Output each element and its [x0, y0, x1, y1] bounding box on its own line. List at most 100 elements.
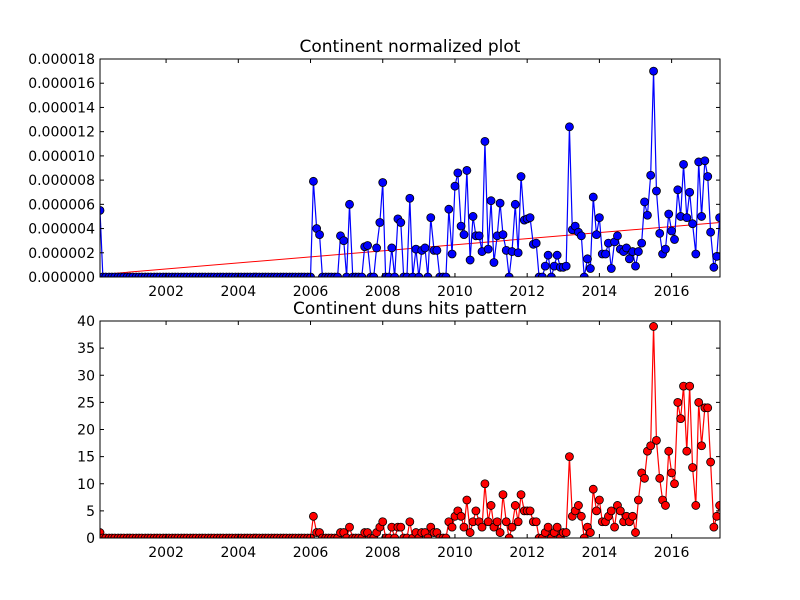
- data-point: [667, 226, 677, 236]
- data-point: [339, 236, 349, 246]
- y-tick-label: 35: [77, 341, 95, 357]
- data-point: [309, 511, 318, 521]
- data-point: [423, 533, 433, 538]
- data-point: [631, 528, 640, 537]
- data-point: [309, 176, 318, 186]
- data-point: [673, 397, 683, 407]
- data-point: [585, 528, 595, 537]
- data-point: [537, 272, 547, 277]
- data-point: [624, 254, 634, 264]
- data-point: [396, 522, 406, 532]
- y-tick-label: 0.000018: [28, 52, 95, 68]
- data-point: [685, 381, 695, 391]
- y-tick-label: 0.000012: [28, 125, 95, 141]
- y-tick-label: 20: [77, 423, 95, 439]
- data-point: [601, 249, 610, 259]
- x-tick-label: 2008: [365, 284, 401, 300]
- data-point: [546, 272, 556, 277]
- data-point: [495, 528, 505, 537]
- trend-line: [100, 222, 720, 276]
- data-point: [565, 452, 574, 462]
- data-point: [441, 533, 451, 538]
- data-point: [670, 235, 679, 244]
- data-point: [483, 244, 493, 254]
- data-point: [655, 473, 665, 483]
- data-point: [579, 272, 589, 277]
- data-point: [387, 243, 397, 253]
- data-point: [613, 231, 622, 241]
- data-point: [456, 221, 466, 231]
- y-tick-label: 0.000006: [28, 197, 95, 213]
- data-point: [670, 479, 679, 489]
- data-point: [543, 250, 553, 260]
- y-tick-label: 0.000002: [28, 246, 95, 262]
- data-point: [640, 197, 649, 207]
- data-point: [646, 441, 656, 451]
- data-point: [462, 495, 472, 505]
- data-point: [516, 490, 526, 500]
- data-point: [345, 522, 354, 532]
- data-point: [628, 511, 638, 521]
- data-point: [471, 506, 481, 516]
- data-point: [480, 136, 490, 146]
- data-point: [652, 435, 661, 445]
- data-point: [583, 254, 592, 264]
- data-point: [378, 517, 388, 527]
- data-point: [640, 473, 649, 483]
- y-tick-label: 0.000010: [28, 149, 95, 165]
- data-point: [390, 533, 400, 538]
- data-point: [423, 272, 433, 277]
- data-point: [426, 213, 436, 223]
- data-point: [667, 468, 677, 478]
- data-point: [712, 511, 720, 521]
- data-point: [525, 506, 535, 516]
- y-tick-label: 0.000014: [28, 100, 95, 116]
- x-tick-label: 2014: [582, 545, 618, 561]
- data-point: [453, 168, 463, 178]
- data-point: [592, 506, 601, 516]
- data-point: [676, 414, 686, 424]
- data-point: [703, 403, 713, 413]
- data-point: [652, 186, 661, 196]
- data-point: [405, 193, 415, 203]
- data-point: [456, 511, 466, 521]
- data-point: [694, 397, 704, 407]
- x-tick-label: 2002: [148, 284, 184, 300]
- data-point: [594, 495, 604, 505]
- data-point: [372, 243, 381, 253]
- data-point: [510, 501, 520, 510]
- data-point: [492, 517, 502, 527]
- data-point: [345, 199, 354, 209]
- data-point: [588, 192, 598, 202]
- x-tick-label: 2008: [365, 545, 401, 561]
- data-point: [363, 241, 372, 250]
- data-point: [691, 501, 701, 510]
- data-point: [486, 196, 496, 206]
- y-tick-label: 10: [77, 477, 95, 493]
- data-point: [507, 522, 517, 532]
- axes-frame: [99, 58, 721, 278]
- data-point: [697, 212, 706, 221]
- y-tick-label: 0.000004: [28, 222, 95, 238]
- x-tick-label: 2002: [148, 545, 184, 561]
- data-point: [588, 484, 598, 494]
- data-point: [606, 264, 616, 273]
- data-point: [333, 272, 342, 277]
- x-tick-label: 2004: [220, 545, 256, 561]
- data-point: [688, 219, 697, 229]
- data-point: [606, 506, 616, 516]
- data-point: [459, 230, 469, 240]
- data-point: [375, 218, 385, 227]
- y-tick-label: 15: [77, 450, 95, 466]
- data-point: [100, 205, 105, 215]
- data-point: [459, 522, 469, 532]
- data-point: [679, 159, 688, 169]
- x-tick-label: 2016: [654, 284, 690, 300]
- data-point: [697, 441, 706, 451]
- data-point: [576, 231, 586, 241]
- y-tick-label: 0.000008: [28, 173, 95, 189]
- data-point: [561, 261, 571, 271]
- data-point: [646, 170, 656, 180]
- data-point: [661, 501, 670, 510]
- y-tick-label: 5: [86, 504, 95, 520]
